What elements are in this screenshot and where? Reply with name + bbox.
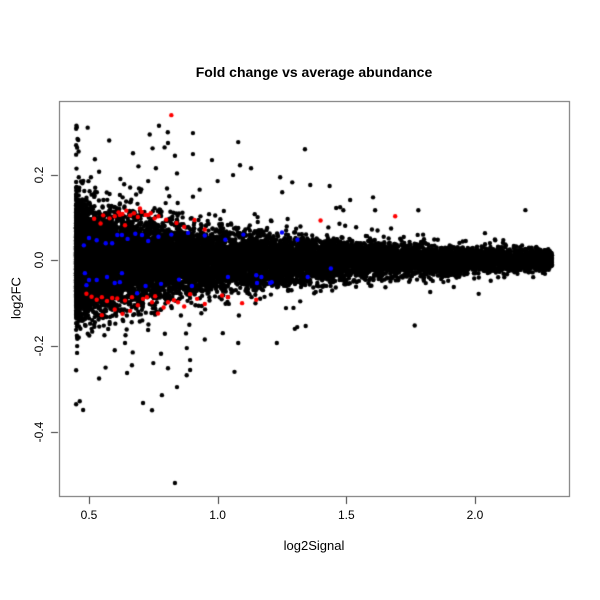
x-tick-label: 2.0: [466, 508, 484, 522]
y-tick-label: -0.2: [32, 335, 46, 357]
y-tick-label: 0.0: [32, 251, 46, 269]
x-tick-label: 1.5: [337, 508, 355, 522]
y-axis-label: log2FC: [8, 277, 24, 319]
x-axis-label: log2Signal: [283, 538, 345, 553]
y-tick-label: 0.2: [32, 166, 46, 183]
y-tick-label: -0.4: [32, 421, 46, 442]
x-tick-label: 0.5: [80, 508, 98, 522]
x-tick-label: 1.0: [209, 508, 226, 522]
chart-title: Fold change vs average abundance: [195, 64, 433, 80]
